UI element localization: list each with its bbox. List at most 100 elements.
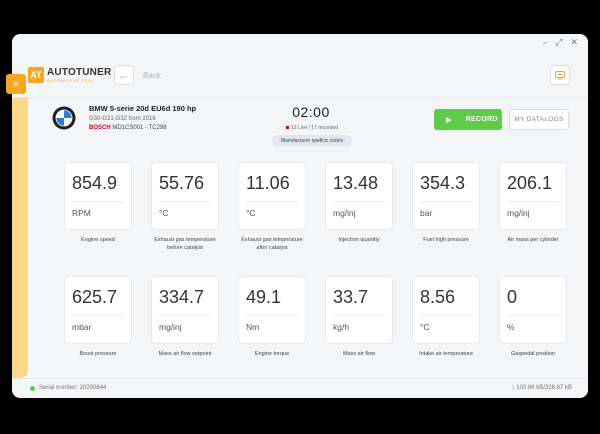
parameter-label: Boost pressure — [79, 351, 117, 357]
parameter-divider — [72, 315, 124, 316]
logo-name: AUTOTUNER — [47, 66, 112, 78]
parameter-card[interactable]: 13.48 mg/inj — [325, 162, 393, 230]
parameter-label: Injection quantity — [338, 237, 380, 243]
parameter-tile[interactable]: 0% Gaspedal position — [499, 276, 567, 358]
parameter-divider — [507, 201, 559, 202]
minimize-icon[interactable]: – — [542, 38, 548, 48]
parameter-unit: mg/inj — [507, 208, 530, 218]
parameter-unit: bar — [420, 208, 433, 218]
parameter-tile[interactable]: 8.56 °C Intake air temperature — [412, 276, 480, 358]
parameter-tile[interactable]: 625.7 mbar Boost pressure — [64, 276, 132, 358]
menu-button[interactable]: ≡ — [6, 74, 26, 94]
serial-text: Serial number: 20200844 — [39, 385, 107, 391]
parameter-tile[interactable]: 354.3 bar Fuel high pressure — [412, 162, 480, 244]
parameter-value: 354.3 — [420, 173, 466, 193]
parameter-unit: °C — [159, 208, 169, 218]
parameter-divider — [246, 201, 298, 202]
parameter-card[interactable]: 625.7 mbar — [64, 276, 132, 344]
parameter-card[interactable]: 206.1 mg/inj — [499, 162, 567, 230]
parameter-unit: mg/inj — [333, 208, 356, 218]
parameter-value: 8.56 — [420, 287, 456, 307]
close-icon[interactable]: ✕ — [570, 38, 578, 48]
parameter-value: 0 — [507, 287, 518, 307]
parameter-label: Mass air flow — [342, 351, 376, 357]
parameter-card[interactable]: 334.7 mg/inj — [151, 276, 219, 344]
parameter-card[interactable]: 49.1 Nm — [238, 276, 306, 344]
parameter-card[interactable]: 11.06 °C — [238, 162, 306, 230]
parameter-label: Fuel high pressure — [423, 237, 469, 243]
parameter-unit: °C — [246, 208, 256, 218]
parameter-divider — [333, 201, 385, 202]
parameter-tile[interactable]: 55.76 °C Exhaust gas temperature before ca… — [151, 162, 219, 253]
transfer-stats: ↕ 100.86 kB/326.67 kB — [511, 385, 572, 391]
parameter-divider — [159, 201, 211, 202]
parameter-value: 33.7 — [333, 287, 369, 307]
parameter-label: Exhaust gas temperature before catalyst — [154, 237, 216, 252]
parameter-value: 334.7 — [159, 287, 205, 307]
parameter-label: Gaspedal position — [510, 351, 556, 357]
parameter-tile[interactable]: 49.1 Nm Engine torque — [238, 276, 306, 358]
parameter-label: Air mass per cylinder — [507, 237, 559, 243]
title-bar: – ⤢ ✕ — [12, 34, 588, 54]
record-label: RECORD — [465, 116, 498, 123]
parameter-value: 206.1 — [507, 173, 553, 193]
parameter-divider — [507, 315, 559, 316]
parameter-tile[interactable]: 13.48 mg/inj Injection quantity — [325, 162, 393, 244]
parameter-unit: Nm — [246, 322, 260, 332]
parameter-label: Engine speed — [81, 237, 115, 243]
parameter-label: Engine torque — [254, 351, 290, 357]
parameter-card[interactable]: 854.9 RPM — [64, 162, 132, 230]
logo-mark: AT — [28, 67, 44, 83]
my-datalogs-button[interactable]: MY DATALOGS — [509, 109, 569, 130]
serial-number: Serial number: 20200844 — [30, 385, 106, 391]
ecu-brand: BOSCH — [89, 125, 111, 131]
vehicle-info: BMW 5-serie 20d EU6d 190 hp G30-G31-G32 … — [89, 104, 196, 131]
hamburger-icon: ≡ — [13, 78, 19, 90]
parameter-label: Exhaust gas temperature after catalyst — [241, 237, 303, 252]
vehicle-ecu: BOSCH MD1CS001 - TC298 — [89, 125, 196, 131]
parameter-divider — [420, 315, 472, 316]
connection-dot-icon — [30, 385, 35, 391]
bmw-logo-icon — [52, 106, 76, 130]
record-status: 12 Live / 17 recorded — [262, 125, 362, 131]
parameter-value: 625.7 — [72, 287, 118, 307]
arrow-left-icon: ← — [118, 68, 130, 82]
back-label[interactable]: Back — [143, 71, 161, 80]
parameter-divider — [246, 315, 298, 316]
ecu-model: MD1CS001 - TC298 — [112, 125, 167, 131]
maximize-icon[interactable]: ⤢ — [555, 38, 563, 48]
parameter-tile[interactable]: 854.9 RPM Engine speed — [64, 162, 132, 244]
parameter-card[interactable]: 55.76 °C — [151, 162, 219, 230]
parameter-value: 49.1 — [246, 287, 282, 307]
back-button[interactable]: ← — [114, 65, 134, 85]
autotuner-logo: AT AUTOTUNER AUTOMOTIVE TOOL — [28, 67, 111, 83]
parameter-divider — [420, 201, 472, 202]
vehicle-code: G30-G31-G32 from 2016 — [89, 116, 156, 122]
record-button[interactable]: ▶ RECORD — [434, 109, 502, 130]
side-strip — [12, 98, 28, 378]
parameter-card[interactable]: 8.56 °C — [412, 276, 480, 344]
parameter-value: 13.48 — [333, 173, 379, 193]
parameter-tile[interactable]: 334.7 mg/inj Mass air flow setpoint — [151, 276, 219, 358]
play-icon: ▶ — [446, 116, 452, 124]
screen-button[interactable] — [550, 65, 570, 85]
manufacturer-codes-button[interactable]: Manufacturer speficic codes — [272, 135, 352, 146]
parameter-divider — [159, 315, 211, 316]
parameter-card[interactable]: 33.7 kg/h — [325, 276, 393, 344]
parameter-card[interactable]: 0% — [499, 276, 567, 344]
record-timer: 02:00 — [292, 104, 330, 120]
parameter-unit: RPM — [72, 208, 91, 218]
parameter-tile[interactable]: 33.7 kg/h Mass air flow — [325, 276, 393, 358]
parameter-card[interactable]: 354.3 bar — [412, 162, 480, 230]
record-status-text: 12 Live / 17 recorded — [291, 125, 338, 131]
logo-subtitle: AUTOMOTIVE TOOL — [47, 77, 95, 83]
app-window: – ⤢ ✕ AT AUTOTUNER AUTOMOTIVE TOOL ← Bac… — [12, 34, 588, 398]
parameter-tile[interactable]: 11.06 °C Exhaust gas temperature after cat… — [238, 162, 306, 253]
parameter-divider — [333, 315, 385, 316]
status-bar: Serial number: 20200844 ↕ 100.86 kB/326.… — [12, 378, 588, 398]
parameter-unit: % — [507, 322, 515, 332]
parameter-tile[interactable]: 206.1 mg/inj Air mass per cylinder — [499, 162, 567, 244]
parameter-divider — [72, 201, 124, 202]
record-dot-icon — [286, 126, 289, 130]
monitor-icon — [555, 70, 565, 79]
